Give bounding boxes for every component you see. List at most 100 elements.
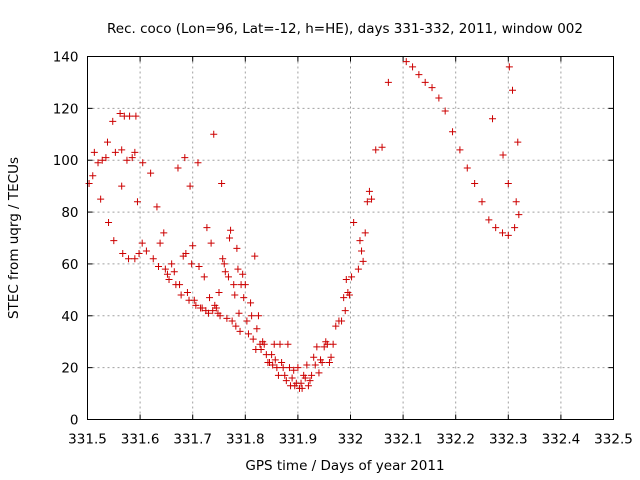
x-tick-label: 331.5 xyxy=(68,432,107,448)
data-point xyxy=(478,198,486,206)
data-point xyxy=(125,255,133,263)
data-point xyxy=(133,198,141,206)
data-point xyxy=(271,356,279,364)
data-point xyxy=(359,257,367,265)
data-point xyxy=(504,180,512,188)
grid-layer xyxy=(87,56,614,420)
data-point xyxy=(512,198,520,206)
data-point xyxy=(142,247,150,255)
data-point xyxy=(186,182,194,190)
data-point xyxy=(463,164,471,172)
data-point xyxy=(220,260,228,268)
data-point xyxy=(368,195,376,203)
data-point xyxy=(156,239,164,247)
data-point xyxy=(281,371,289,379)
data-point xyxy=(138,239,146,247)
data-point xyxy=(327,353,335,361)
data-point xyxy=(110,237,118,245)
data-point xyxy=(318,358,326,366)
data-point xyxy=(190,296,198,304)
data-point xyxy=(341,307,349,315)
data-point xyxy=(195,263,203,271)
data-point xyxy=(297,379,305,387)
data-point xyxy=(118,146,126,154)
data-point xyxy=(304,382,312,390)
data-point xyxy=(456,146,464,154)
data-point xyxy=(132,112,140,120)
x-tick-label: 332.5 xyxy=(594,432,633,448)
data-point xyxy=(257,345,265,353)
data-point xyxy=(332,322,340,330)
x-tick-label: 332 xyxy=(338,432,364,448)
data-point xyxy=(231,291,239,299)
data-point xyxy=(98,156,106,164)
data-point xyxy=(340,294,348,302)
data-point xyxy=(449,128,457,136)
data-point xyxy=(285,364,293,372)
data-point xyxy=(254,312,262,320)
data-point xyxy=(235,309,243,317)
data-point xyxy=(492,224,500,232)
data-point xyxy=(160,229,168,237)
data-point xyxy=(505,63,513,71)
data-point xyxy=(358,247,366,255)
data-point xyxy=(363,198,371,206)
data-point xyxy=(219,255,227,263)
y-tick-label: 20 xyxy=(61,361,78,377)
data-point xyxy=(85,180,93,188)
data-point xyxy=(338,317,346,325)
data-point xyxy=(206,294,214,302)
data-point xyxy=(183,288,191,296)
data-point xyxy=(194,159,202,167)
data-point xyxy=(273,364,281,372)
data-point xyxy=(119,250,127,258)
data-point xyxy=(147,169,155,177)
chart-title: Rec. coco (Lon=96, Lat=-12, h=HE), days … xyxy=(107,21,583,37)
data-point xyxy=(163,270,171,278)
data-point xyxy=(251,252,259,260)
data-point xyxy=(301,374,309,382)
data-point xyxy=(409,63,417,71)
data-point xyxy=(428,84,436,92)
data-point xyxy=(315,369,323,377)
data-point xyxy=(471,180,479,188)
data-point xyxy=(294,364,302,372)
data-point xyxy=(284,340,292,348)
data-point xyxy=(509,86,517,94)
data-point xyxy=(109,117,117,125)
data-point xyxy=(269,361,277,369)
data-point xyxy=(155,263,163,271)
data-point xyxy=(228,317,236,325)
data-point xyxy=(212,304,220,312)
data-point xyxy=(240,294,248,302)
data-point xyxy=(111,148,119,156)
data-point xyxy=(103,138,111,146)
plot-frame xyxy=(87,56,614,420)
data-point xyxy=(216,312,224,320)
data-point xyxy=(200,273,208,281)
data-point xyxy=(123,156,131,164)
data-point xyxy=(329,340,337,348)
data-point xyxy=(128,154,136,162)
data-point xyxy=(504,231,512,239)
data-point xyxy=(350,218,358,226)
data-point xyxy=(174,164,182,172)
data-point xyxy=(182,250,190,258)
data-point xyxy=(499,151,507,159)
data-point xyxy=(233,244,241,252)
data-point xyxy=(221,268,229,276)
x-tick-label: 332.4 xyxy=(542,432,581,448)
data-point xyxy=(118,182,126,190)
data-point xyxy=(378,143,386,151)
data-point xyxy=(244,330,252,338)
axis-layer: 331.5 331.6 331.7 331.8 331.9 332 332.1 332.2 33… xyxy=(53,50,633,448)
data-point xyxy=(306,377,314,385)
y-tick-label: 40 xyxy=(61,309,78,325)
data-point xyxy=(288,374,296,382)
data-point xyxy=(176,281,184,289)
data-point xyxy=(313,343,321,351)
data-point xyxy=(489,115,497,123)
data-point xyxy=(89,172,97,180)
data-point xyxy=(511,224,519,232)
